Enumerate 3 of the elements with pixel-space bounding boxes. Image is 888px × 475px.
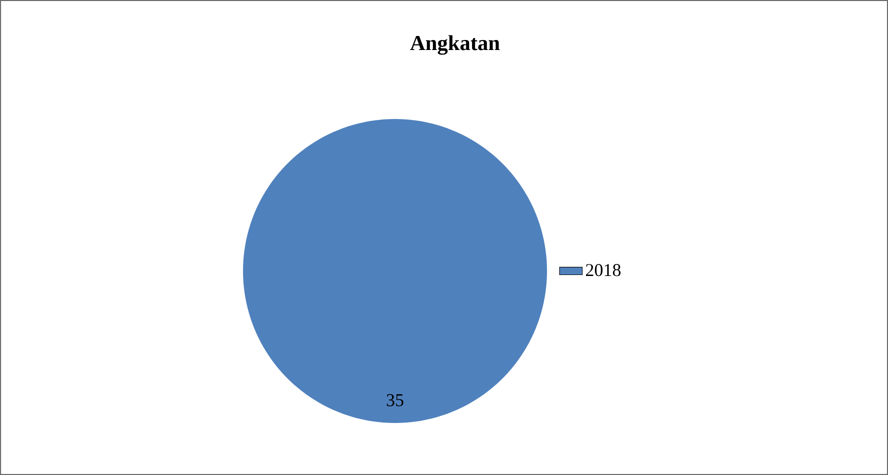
chart-title: Angkatan: [410, 35, 500, 55]
data-label: 35: [386, 394, 404, 406]
legend-label: 2018: [586, 264, 621, 276]
